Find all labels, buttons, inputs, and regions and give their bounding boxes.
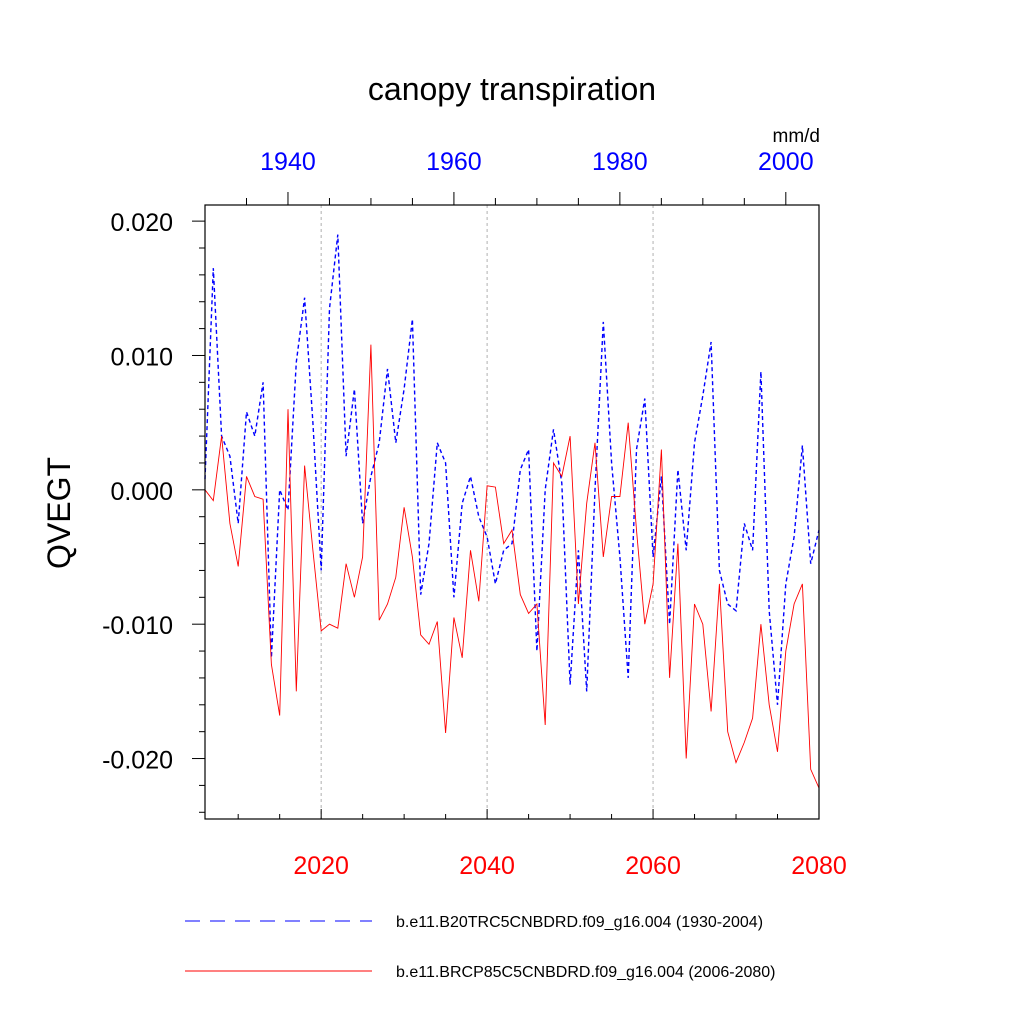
top-tick-label: 1940 — [260, 148, 316, 176]
plot-frame — [204, 204, 820, 820]
series-line-1 — [204, 234, 820, 705]
series-line-2 — [204, 344, 820, 789]
legend: b.e11.B20TRC5CNBDRD.f09_g16.004 (1930-20… — [185, 914, 775, 981]
y-axis-label: QVEGT — [41, 457, 77, 569]
legend-label-1: b.e11.B20TRC5CNBDRD.f09_g16.004 (1930-20… — [396, 914, 763, 931]
y-tick-label: -0.010 — [102, 612, 173, 640]
bottom-tick-label: 2040 — [459, 852, 515, 880]
y-tick-label: 0.010 — [110, 343, 173, 371]
axes: 0.020 0.010 0.000 -0.010 -0.020 1940 1960 1980 2… — [102, 148, 847, 880]
chart-title: canopy transpiration — [368, 71, 656, 107]
series-layer — [204, 234, 820, 789]
units-label: mm/d — [773, 126, 821, 147]
y-tick-label: 0.020 — [110, 209, 173, 237]
y-tick-label: -0.020 — [102, 747, 173, 775]
bottom-tick-label: 2020 — [293, 852, 349, 880]
top-tick-label: 1960 — [426, 148, 482, 176]
top-tick-label: 2000 — [758, 148, 814, 176]
top-tick-label: 1980 — [592, 148, 648, 176]
grid-lines — [320, 205, 654, 819]
bottom-tick-label: 2060 — [625, 852, 681, 880]
legend-label-2: b.e11.BRCP85C5CNBDRD.f09_g16.004 (2006-2… — [396, 964, 775, 981]
y-tick-label: 0.000 — [110, 478, 173, 506]
bottom-tick-label: 2080 — [791, 852, 847, 880]
